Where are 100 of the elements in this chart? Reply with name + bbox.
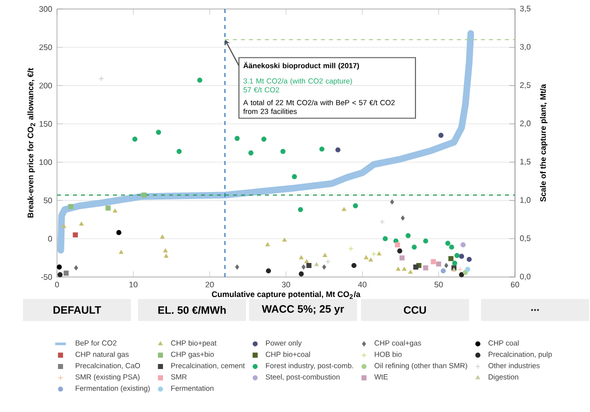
point [465, 266, 470, 272]
point [304, 259, 309, 264]
y-tick-label: 200 [39, 82, 52, 88]
point [458, 266, 463, 272]
x-axis-title: Cumulative capture potential, Mt CO$_{2}$/a [212, 291, 360, 299]
point [282, 238, 287, 242]
point [335, 147, 340, 152]
point [397, 248, 402, 254]
point [352, 203, 358, 208]
point [197, 78, 202, 83]
y-tick-label: 150 [40, 121, 52, 127]
y2-axis-title: Scale of the capture plant, Mt/a [540, 84, 548, 202]
y2-tick-label: 0,5 [520, 235, 530, 242]
point [72, 232, 78, 238]
point [56, 264, 62, 270]
point [412, 244, 417, 250]
point [141, 192, 147, 198]
point [322, 264, 326, 270]
point [248, 150, 254, 156]
point [423, 238, 428, 244]
point [408, 270, 413, 274]
point [466, 256, 472, 262]
y2-tick-label: 2,5 [520, 82, 530, 89]
y2-tick-label: 2,0 [520, 120, 531, 128]
text: DEFAULT [54, 306, 102, 314]
y-axis-title: Break-even price for CO$_{2}$ allowance, €/t [27, 68, 36, 218]
x-tick-label: 0 [55, 282, 59, 288]
y-tick-label: 50 [44, 198, 52, 204]
point [132, 136, 138, 142]
point [440, 268, 446, 274]
point [280, 148, 286, 154]
x-tick-label: 30 [282, 282, 290, 288]
x-tick-label: 10 [129, 282, 138, 288]
point [368, 258, 373, 262]
point [164, 254, 168, 258]
text: EL. 50 €/MWh [158, 306, 226, 314]
text: CCU [404, 306, 426, 314]
point [452, 260, 458, 266]
point [74, 265, 78, 270]
point [460, 242, 466, 248]
point [342, 207, 346, 212]
point [459, 272, 464, 278]
point [396, 266, 400, 271]
y2-tick-label: 0,0 [520, 274, 531, 280]
y-tick-label: 300 [39, 6, 52, 12]
point [399, 255, 405, 260]
point [413, 264, 418, 270]
point [390, 199, 394, 204]
point [449, 244, 454, 250]
point [156, 130, 162, 135]
point [452, 268, 456, 272]
point [298, 271, 304, 276]
point [98, 76, 104, 82]
point [58, 272, 63, 278]
point [406, 233, 411, 238]
x-tick-label: 40 [358, 282, 366, 288]
point [235, 264, 240, 270]
point [265, 242, 270, 246]
point [448, 256, 454, 262]
point [322, 253, 328, 257]
point [160, 234, 165, 239]
point [163, 248, 168, 252]
point [423, 265, 428, 270]
y2-tick-label: 3,5 [520, 6, 530, 12]
text: ... [531, 309, 539, 311]
point [292, 174, 297, 180]
point [400, 216, 405, 221]
point [68, 204, 74, 210]
point [64, 270, 69, 276]
point [436, 261, 442, 267]
y-tick-label: 0 [48, 236, 52, 242]
x-tick-label: 20 [206, 282, 214, 288]
y-tick-label: 100 [40, 159, 52, 165]
point [380, 219, 385, 224]
point [459, 254, 464, 259]
point [112, 208, 118, 213]
point [364, 255, 368, 260]
point [79, 222, 84, 226]
point [298, 207, 304, 212]
point [382, 236, 388, 242]
point [454, 253, 460, 258]
point [319, 146, 324, 152]
point [306, 262, 312, 268]
point [402, 266, 407, 271]
point [106, 206, 111, 211]
point [325, 259, 331, 264]
y2-tick-label: 1,0 [520, 197, 531, 204]
point [234, 136, 240, 141]
point [445, 240, 450, 246]
point [314, 262, 319, 266]
point [444, 262, 448, 268]
point [299, 255, 304, 260]
point [394, 242, 400, 248]
point [438, 132, 444, 138]
point [376, 251, 382, 256]
point [116, 230, 122, 236]
y2-tick-label: 1,5 [520, 158, 530, 166]
point [351, 262, 356, 268]
text: WACC 5%; 25 yr [262, 305, 344, 315]
point [261, 136, 266, 142]
